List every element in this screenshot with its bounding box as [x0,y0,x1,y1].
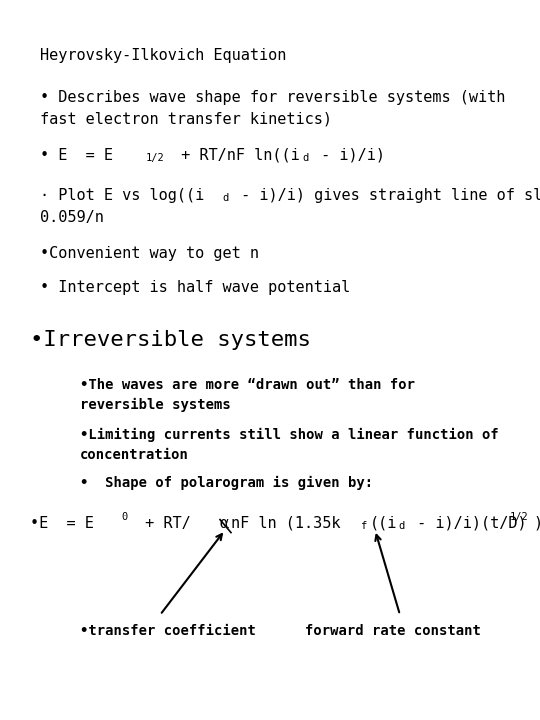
Text: ): ) [533,516,540,531]
Text: α: α [220,516,229,531]
Text: ((i: ((i [370,516,397,531]
Text: nF ln (1.35k: nF ln (1.35k [231,516,341,531]
Text: - i)/i) gives straight line of slope: - i)/i) gives straight line of slope [232,188,540,203]
Text: Heyrovsky-Ilkovich Equation: Heyrovsky-Ilkovich Equation [40,48,286,63]
Text: - i)/i): - i)/i) [312,148,385,163]
Text: 1/2: 1/2 [146,153,165,163]
Text: 1/2: 1/2 [510,512,529,522]
Text: • E  = E: • E = E [40,148,113,163]
Text: - i)/i)(t/D): - i)/i)(t/D) [408,516,526,531]
Text: d: d [302,153,308,163]
Text: · Plot E vs log((i: · Plot E vs log((i [40,188,204,203]
Text: f: f [360,521,366,531]
Text: concentration: concentration [80,448,189,462]
Text: fast electron transfer kinetics): fast electron transfer kinetics) [40,112,332,127]
Text: •The waves are more “drawn out” than for: •The waves are more “drawn out” than for [80,378,415,392]
Text: •Limiting currents still show a linear function of: •Limiting currents still show a linear f… [80,428,499,442]
Text: •E  = E: •E = E [30,516,94,531]
Text: 0.059/n: 0.059/n [40,210,104,225]
Text: •Irreversible systems: •Irreversible systems [30,330,311,350]
Text: d: d [398,521,404,531]
Text: d: d [222,193,228,203]
Text: forward rate constant: forward rate constant [305,624,481,638]
Text: •transfer coefficient: •transfer coefficient [80,624,256,638]
Text: • Describes wave shape for reversible systems (with: • Describes wave shape for reversible sy… [40,90,505,105]
Text: •Convenient way to get n: •Convenient way to get n [40,246,259,261]
Text: • Intercept is half wave potential: • Intercept is half wave potential [40,280,350,295]
Text: + RT/nF ln((i: + RT/nF ln((i [172,148,300,163]
Text: •  Shape of polarogram is given by:: • Shape of polarogram is given by: [80,476,373,490]
Text: 0: 0 [121,512,127,522]
Text: reversible systems: reversible systems [80,398,231,412]
Text: + RT/: + RT/ [136,516,191,531]
